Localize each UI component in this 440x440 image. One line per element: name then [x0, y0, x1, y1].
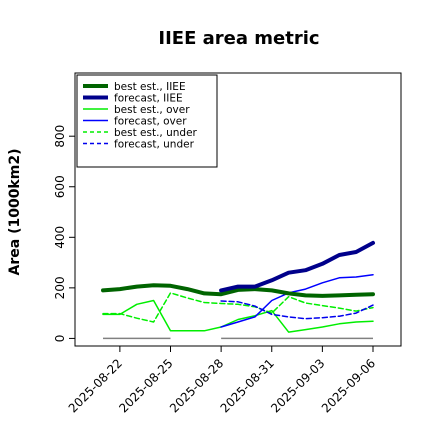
x-axis: 2025-08-222025-08-252025-08-282025-08-31… [66, 345, 378, 415]
series-line-forecast-under [220, 300, 374, 320]
legend-label: best est., under [114, 127, 198, 139]
series-line-forecast-over [220, 273, 374, 328]
series-line-best-est-under [102, 292, 374, 323]
legend-label: best est., IIEE [114, 81, 186, 93]
y-axis-label: Area (1000km2) [7, 149, 23, 276]
chart-title: IIEE area metric [158, 28, 319, 49]
y-tick-label: 0 [53, 335, 67, 343]
y-axis: 0 200 400 600 800 [53, 125, 76, 343]
series-line-best-est-iiee [101, 283, 375, 298]
y-tick-label: 800 [53, 125, 67, 148]
legend-label: best est., over [114, 104, 190, 116]
series-line-best-est-over [102, 299, 374, 333]
x-tick-label: 2025-09-06 [319, 356, 378, 415]
y-tick-label: 600 [53, 175, 67, 198]
y-tick-label: 400 [53, 226, 67, 249]
legend-label: forecast, IIEE [114, 93, 183, 105]
legend-label: forecast, under [114, 139, 195, 151]
y-tick-label: 200 [53, 276, 67, 299]
legend-label: forecast, over [114, 116, 187, 128]
series-line-forecast-iiee [219, 240, 375, 293]
